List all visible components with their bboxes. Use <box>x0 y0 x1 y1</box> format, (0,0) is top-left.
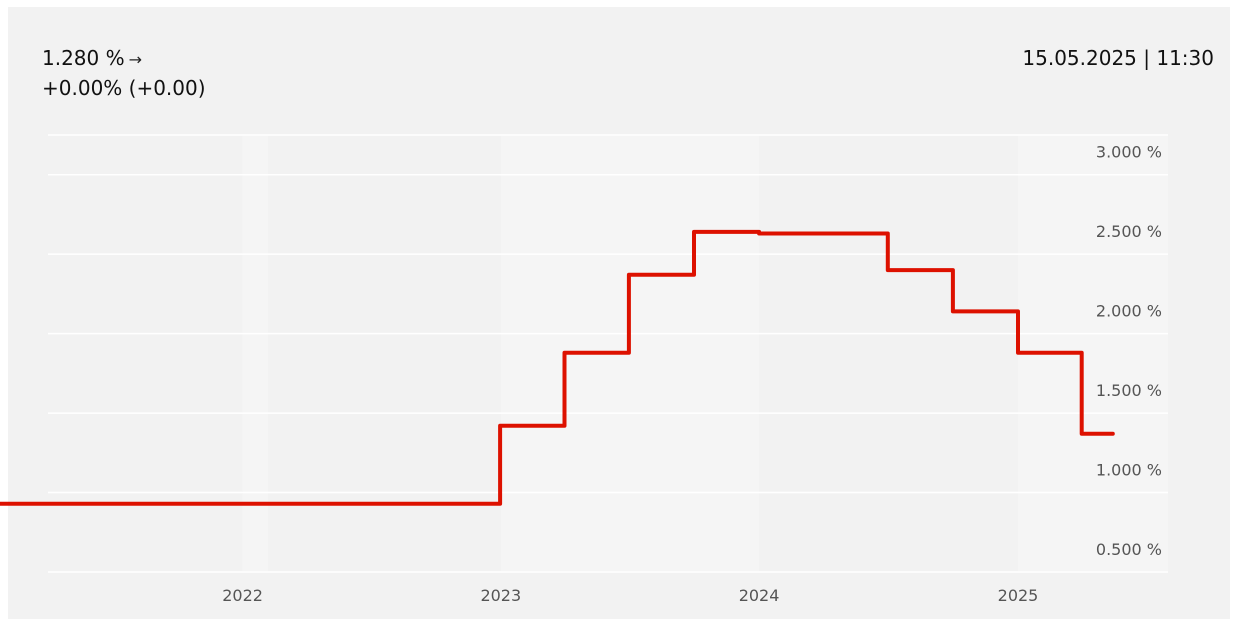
current-value: 1.280 % <box>42 46 125 70</box>
x-tick-label: 2025 <box>998 586 1039 605</box>
y-tick-label: 1.500 % <box>1096 381 1162 400</box>
y-tick-label: 3.000 % <box>1096 143 1162 162</box>
quote-summary: 1.280 % → +0.00% (+0.00) <box>42 44 206 102</box>
arrow-right-icon: → <box>128 50 143 69</box>
y-tick-label: 2.500 % <box>1096 222 1162 241</box>
grid-lines <box>48 134 1168 573</box>
x-axis-labels: 2022 2023 2024 2025 <box>222 586 1038 605</box>
year-band <box>242 135 268 572</box>
x-tick-label: 2024 <box>739 586 780 605</box>
x-tick-label: 2023 <box>480 586 521 605</box>
y-tick-label: 0.500 % <box>1096 540 1162 559</box>
series-layer <box>0 229 1115 506</box>
y-tick-label: 2.000 % <box>1096 302 1162 321</box>
y-tick-label: 1.000 % <box>1096 461 1162 480</box>
x-tick-label: 2022 <box>222 586 263 605</box>
y-axis-labels: 3.000 % 2.500 % 2.000 % 1.500 % 1.000 % 0.500… <box>1096 143 1162 559</box>
timestamp: 15.05.2025 | 11:30 <box>1022 46 1214 70</box>
change-value: +0.00% (+0.00) <box>42 76 206 100</box>
series-line <box>0 229 1115 506</box>
